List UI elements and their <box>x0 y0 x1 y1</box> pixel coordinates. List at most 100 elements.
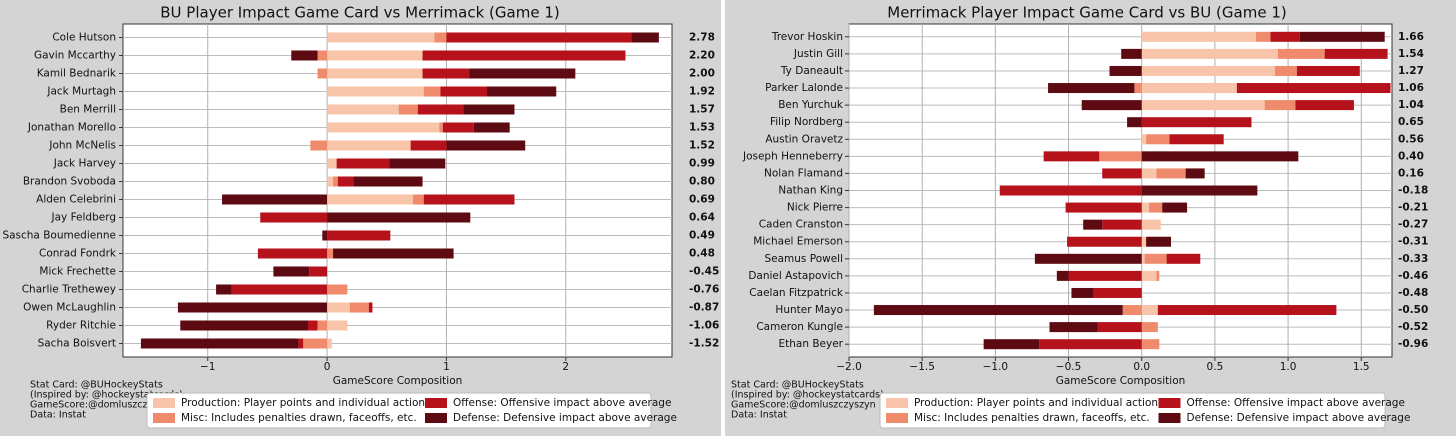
bar-segment <box>1141 48 1278 59</box>
bar-segment <box>216 284 232 295</box>
bar-segment <box>1048 83 1135 94</box>
total-label: -0.96 <box>1398 338 1428 350</box>
bar-segment <box>1157 305 1337 316</box>
bar-segment <box>291 50 318 61</box>
bar-segment <box>327 302 350 313</box>
player-name: Michael Emerson <box>753 236 843 248</box>
bar-segment <box>1141 322 1158 333</box>
x-tick-label: 1 <box>443 361 450 373</box>
bar-segment <box>1083 219 1103 230</box>
player-name: Caden Cranston <box>759 219 843 231</box>
bar-segment <box>1141 185 1258 196</box>
legend-label: Production: Player points and individual… <box>181 397 431 409</box>
player-name: Brandon Svoboda <box>23 176 116 188</box>
bar-segment <box>1141 134 1147 145</box>
x-axis-label: GameScore Composition <box>333 375 463 387</box>
player-name: Alden Celebrini <box>36 194 116 206</box>
x-tick-label: 2 <box>562 361 569 373</box>
bar-segment <box>1277 48 1325 59</box>
player-name: Ryder Ritchie <box>46 320 116 332</box>
bar-segment <box>322 230 328 241</box>
player-name: Kamil Bednarik <box>37 68 117 80</box>
bar-segment <box>1141 305 1158 316</box>
bar-segment <box>327 338 332 349</box>
total-label: 1.52 <box>689 140 715 152</box>
bar-segment <box>389 158 446 169</box>
total-label: 0.48 <box>689 248 715 260</box>
total-label: -0.33 <box>1398 253 1428 265</box>
player-name: Cole Hutson <box>52 32 116 44</box>
bar-segment <box>1034 253 1142 264</box>
total-label: -0.45 <box>689 266 719 278</box>
total-label: -0.48 <box>1398 287 1428 299</box>
x-tick-label: −1.5 <box>909 361 935 373</box>
player-name: Owen McLaughlin <box>23 302 116 314</box>
bar-segment <box>1039 339 1142 350</box>
total-label: 2.00 <box>689 68 715 80</box>
total-label: -0.50 <box>1398 304 1428 316</box>
bar-segment <box>631 32 659 43</box>
player-name: Cameron Kungle <box>756 321 843 333</box>
bar-segment <box>298 338 304 349</box>
player-name: Sacha Boisvert <box>38 338 116 350</box>
note: (Inspired by: @hockeystatcards) <box>731 390 884 401</box>
legend-swatch <box>886 398 908 408</box>
total-label: 0.56 <box>1398 133 1424 145</box>
player-name: Ty Daneault <box>780 65 843 77</box>
legend-swatch <box>1158 413 1181 423</box>
bar-segment <box>1141 100 1265 111</box>
bar-segment <box>1081 100 1142 111</box>
bar-segment <box>310 140 328 151</box>
legend-swatch <box>1158 398 1181 408</box>
bar-segment <box>327 140 411 151</box>
bar-segment <box>440 86 488 97</box>
legend-label: Misc: Includes penalties drawn, faceoffs… <box>914 412 1150 424</box>
bar-segment <box>1146 236 1171 247</box>
bar-segment <box>327 212 471 223</box>
chart-title: BU Player Impact Game Card vs Merrimack … <box>160 4 559 22</box>
total-label: -1.06 <box>689 320 719 332</box>
bar-segment <box>1102 219 1142 230</box>
x-axis-label: GameScore Composition <box>1056 375 1186 387</box>
total-label: 0.69 <box>689 194 715 206</box>
panel-divider <box>721 0 725 436</box>
bar-segment <box>1141 236 1147 247</box>
bar-segment <box>1127 117 1142 128</box>
bar-segment <box>327 248 334 259</box>
total-label: 0.65 <box>1398 116 1424 128</box>
bar-segment <box>873 305 1123 316</box>
x-tick-label: 1.5 <box>1353 361 1370 373</box>
bar-segment <box>1141 83 1237 94</box>
bar-segment <box>222 194 328 205</box>
bar-segment <box>309 266 328 277</box>
legend-box <box>879 392 1386 429</box>
total-label: -0.21 <box>1398 202 1428 214</box>
bar-segment <box>1264 100 1296 111</box>
legend-label: Offense: Offensive impact above average <box>1187 397 1405 409</box>
bar-segment <box>1109 65 1142 76</box>
note: GameScore:@domluszczyszyn <box>30 400 175 411</box>
bar-segment <box>327 194 414 205</box>
bar-segment <box>327 104 399 115</box>
bar-segment <box>999 185 1142 196</box>
bar-segment <box>317 50 328 61</box>
legend-swatch <box>425 413 447 423</box>
total-label: 1.66 <box>1398 31 1424 43</box>
bar-segment <box>327 50 423 61</box>
bar-segment <box>463 104 515 115</box>
bar-segment <box>368 302 373 313</box>
bar-segment <box>327 86 424 97</box>
bar-segment <box>1134 83 1142 94</box>
bar-segment <box>417 104 464 115</box>
bar-segment <box>303 338 328 349</box>
total-label: -0.46 <box>1398 270 1428 282</box>
bar-segment <box>487 86 557 97</box>
bar-segment <box>1102 168 1142 179</box>
player-name: Jack Murtagh <box>46 86 116 98</box>
bar-segment <box>1141 253 1145 264</box>
x-tick-label: 1.0 <box>1280 361 1297 373</box>
bar-segment <box>469 68 576 79</box>
bar-segment <box>1236 83 1391 94</box>
bar-segment <box>333 248 454 259</box>
